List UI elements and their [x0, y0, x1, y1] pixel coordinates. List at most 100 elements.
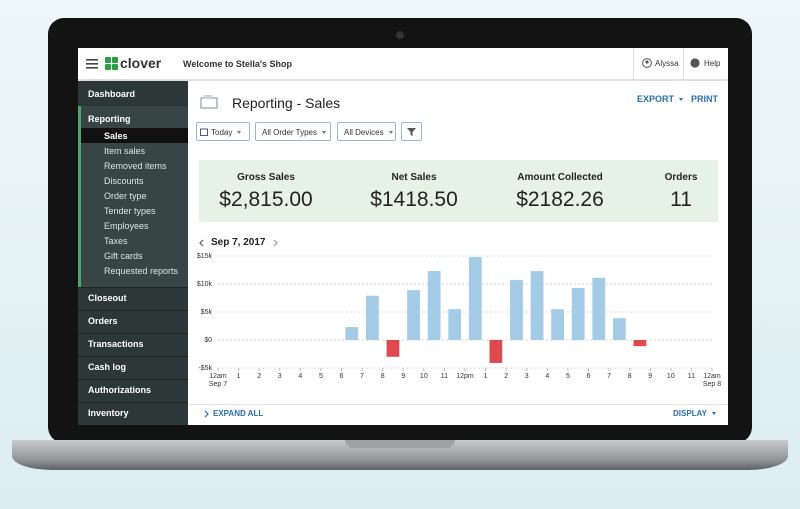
bar [592, 277, 606, 340]
page-title: Reporting - Sales [232, 95, 341, 111]
bar [386, 340, 400, 357]
date: Sep 7, 2017 [211, 237, 266, 248]
summary-value: $1418.50 [370, 188, 458, 211]
summary-value: 11 [670, 188, 692, 211]
x-tick-label: 2 [257, 373, 261, 380]
print[interactable]: PRINT [691, 94, 718, 104]
bar [530, 271, 544, 340]
nav-item[interactable]: Transactions [88, 339, 144, 349]
nav-item[interactable]: Reporting [88, 114, 131, 124]
help[interactable]: Help [704, 59, 721, 68]
caret [388, 131, 393, 135]
divider [633, 48, 634, 79]
bar [427, 271, 441, 340]
y-tick-label: $15k [197, 253, 213, 260]
sub-nav-item[interactable]: Item sales [104, 146, 146, 156]
bar [448, 309, 462, 340]
nav-item[interactable]: Orders [88, 316, 118, 326]
filter-order-types[interactable]: All Order Types [255, 122, 331, 141]
help-icon [690, 58, 700, 68]
x-tick-label: 3 [278, 373, 282, 380]
nav-item[interactable]: Inventory [88, 408, 129, 418]
user[interactable]: Alyssa [655, 59, 679, 68]
y-tick-label: -$5k [198, 365, 212, 372]
filter-date[interactable]: Today [196, 122, 250, 141]
filter-label: Today [211, 128, 233, 137]
display[interactable]: DISPLAY [673, 409, 716, 418]
display-label: DISPLAY [673, 409, 707, 418]
nav-item[interactable]: Authorizations [88, 385, 151, 395]
x-tick-label: 10 [667, 373, 675, 380]
x-tick-label: 6 [587, 373, 591, 380]
x-tick-label: 8 [381, 373, 385, 380]
menu-icon[interactable] [86, 59, 98, 69]
chevron [204, 410, 209, 418]
x-tick-label: 5 [566, 373, 570, 380]
filter-devices[interactable]: All Devices [337, 122, 396, 141]
x-tick-label: 5 [319, 373, 323, 380]
bar [407, 290, 420, 340]
summary: Gross Sales $2,815.00 Net Sales $1418.50 Amo… [199, 160, 718, 222]
x-tick-label: 11 [441, 373, 448, 380]
caret [321, 131, 326, 135]
nav-divider [78, 379, 188, 380]
bar [510, 280, 523, 340]
filter-label: All Order Types [262, 128, 317, 137]
laptop-notch [345, 440, 455, 448]
camera [396, 31, 404, 39]
bar [468, 257, 482, 340]
nav-item[interactable]: Dashboard [88, 89, 136, 99]
x-tick-label: 9 [401, 373, 405, 380]
filter-label: All Devices [344, 128, 384, 137]
sub-nav-item[interactable]: Employees [104, 221, 149, 231]
x-tick-label: 4 [298, 373, 302, 380]
bar [489, 340, 503, 363]
date-nav [199, 239, 278, 247]
filter-button[interactable] [401, 122, 422, 141]
x-tick-label: 6 [340, 373, 344, 380]
y-tick-label: $10k [197, 281, 213, 288]
bar [571, 287, 585, 340]
calendar-icon [200, 128, 208, 136]
x-tick-label: 10 [420, 373, 428, 380]
x-tick-label: 1 [237, 373, 241, 380]
caret [679, 98, 684, 102]
export[interactable]: EXPORT [637, 94, 684, 104]
x-date-label: Sep 8 [703, 381, 721, 388]
summary-label: Orders [664, 172, 698, 183]
x-tick-label: 9 [648, 373, 652, 380]
x-tick-label: 1 [484, 373, 488, 380]
expand-all[interactable]: EXPAND ALL [213, 409, 264, 418]
y-tick-label: $5k [201, 309, 213, 316]
sub-nav-item[interactable]: Gift cards [104, 251, 143, 261]
top-bar: clover Welcome to Stella's Shop Alyssa H… [78, 48, 728, 81]
x-tick-label: 4 [545, 373, 549, 380]
y-tick-label: $0 [204, 337, 212, 344]
bar [633, 340, 647, 347]
user-icon [642, 58, 652, 68]
x-tick-label: 7 [607, 373, 611, 380]
clover-logo [105, 57, 118, 70]
x-tick-label: 7 [360, 373, 364, 380]
summary-value: $2182.26 [516, 188, 604, 211]
caret [237, 131, 242, 135]
sub-nav-item[interactable]: Taxes [104, 236, 128, 246]
divider [683, 48, 684, 79]
x-tick-label: 12pm [456, 373, 474, 380]
nav-item[interactable]: Closeout [88, 293, 127, 303]
active-highlight [81, 128, 188, 143]
sub-nav-item[interactable]: Order type [104, 191, 147, 201]
nav-item[interactable]: Cash log [88, 362, 127, 372]
filter-icon [407, 128, 416, 136]
sub-nav-item[interactable]: Tender types [104, 206, 156, 216]
sub-nav-item[interactable]: Removed items [104, 161, 167, 171]
sub-nav-item[interactable]: Discounts [104, 176, 144, 186]
screen: clover Welcome to Stella's Shop Alyssa H… [78, 48, 728, 425]
x-tick-label: 11 [688, 373, 695, 380]
x-tick-label: 12am [209, 373, 227, 380]
nav-divider [78, 356, 188, 357]
sub-nav-item[interactable]: Sales [104, 131, 128, 141]
sub-nav-item[interactable]: Requested reports [104, 266, 179, 276]
